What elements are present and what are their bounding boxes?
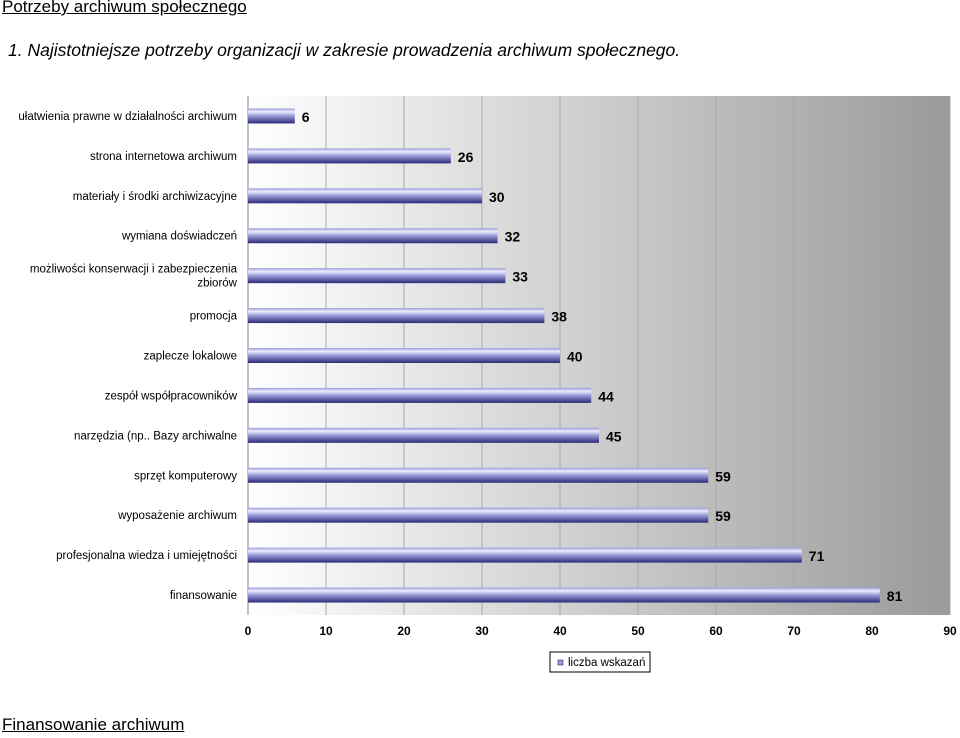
category-label: wymiana doświadczeń [121, 231, 237, 243]
bar [248, 507, 709, 523]
category-labels: ułatwienia prawne w działalności archiwu… [18, 111, 237, 602]
legend-swatch [557, 659, 564, 666]
category-label: materiały i środki archiwizacyjne [73, 191, 237, 203]
category-label: ułatwienia prawne w działalności archiwu… [18, 111, 237, 123]
x-tick-label: 40 [553, 624, 567, 638]
legend: liczba wskazań [549, 651, 651, 673]
section-heading: Finansowanie archiwum [2, 715, 185, 734]
bar [248, 427, 599, 443]
bar-value-label: 33 [512, 269, 528, 285]
bar-value-label: 32 [505, 229, 521, 245]
bar [248, 387, 592, 403]
page-heading: Potrzeby archiwum społecznego [2, 0, 247, 16]
bar-chart: 6 26 30 32 33 38 40 44 45 59 59 71 81 ułatwienia pra… [18, 96, 957, 673]
x-tick-label: 30 [475, 624, 489, 638]
category-label: możliwości konserwacji i zabezpieczenia [30, 264, 238, 276]
bar-value-label: 59 [715, 508, 731, 524]
x-tick-label: 90 [943, 624, 957, 638]
bars: 6 26 30 32 33 38 40 44 45 59 59 71 81 [248, 108, 903, 604]
x-tick-label: 50 [631, 624, 645, 638]
category-label: wyposażenie archiwum [117, 510, 237, 522]
bar-value-label: 6 [302, 109, 310, 125]
category-label: promocja [190, 311, 238, 323]
bar-value-label: 44 [598, 388, 614, 404]
bar-value-label: 40 [567, 349, 583, 365]
category-label: profesjonalna wiedza i umiejętności [56, 550, 237, 562]
legend-box [549, 651, 651, 673]
bar [248, 587, 880, 603]
bar-value-label: 45 [606, 428, 622, 444]
x-tick-label: 70 [787, 624, 801, 638]
category-label: zbiorów [197, 278, 237, 290]
category-label: finansowanie [170, 590, 237, 602]
bar-value-label: 71 [809, 548, 825, 564]
bar [248, 188, 482, 204]
category-label: strona internetowa archiwum [90, 151, 237, 163]
x-tick-label: 10 [319, 624, 333, 638]
bar-value-label: 26 [458, 149, 474, 165]
x-tick-label: 0 [245, 624, 252, 638]
x-tick-label: 80 [865, 624, 879, 638]
bar-value-label: 38 [551, 309, 567, 325]
category-label: zespół współpracowników [105, 390, 238, 402]
bar [248, 108, 295, 124]
x-tick-label: 20 [397, 624, 411, 638]
legend-label: liczba wskazań [568, 657, 645, 669]
x-axis-ticks: 0 10 20 30 40 50 60 70 80 90 [245, 624, 957, 638]
bar [248, 547, 802, 563]
bar [248, 228, 498, 244]
bar-value-label: 59 [715, 468, 731, 484]
bar [248, 348, 560, 363]
bar [248, 467, 709, 483]
bar [248, 148, 451, 164]
x-tick-label: 60 [709, 624, 723, 638]
chart-caption: 1. Najistotniejsze potrzeby organizacji … [8, 40, 681, 60]
category-label: zaplecze lokalowe [144, 351, 237, 363]
bar [248, 308, 545, 324]
category-label: sprzęt komputerowy [134, 470, 237, 482]
category-label: narzędzia (np.. Bazy archiwalne [74, 430, 237, 442]
bar [248, 268, 506, 284]
bar-value-label: 30 [489, 189, 505, 205]
bar-value-label: 81 [887, 588, 903, 604]
